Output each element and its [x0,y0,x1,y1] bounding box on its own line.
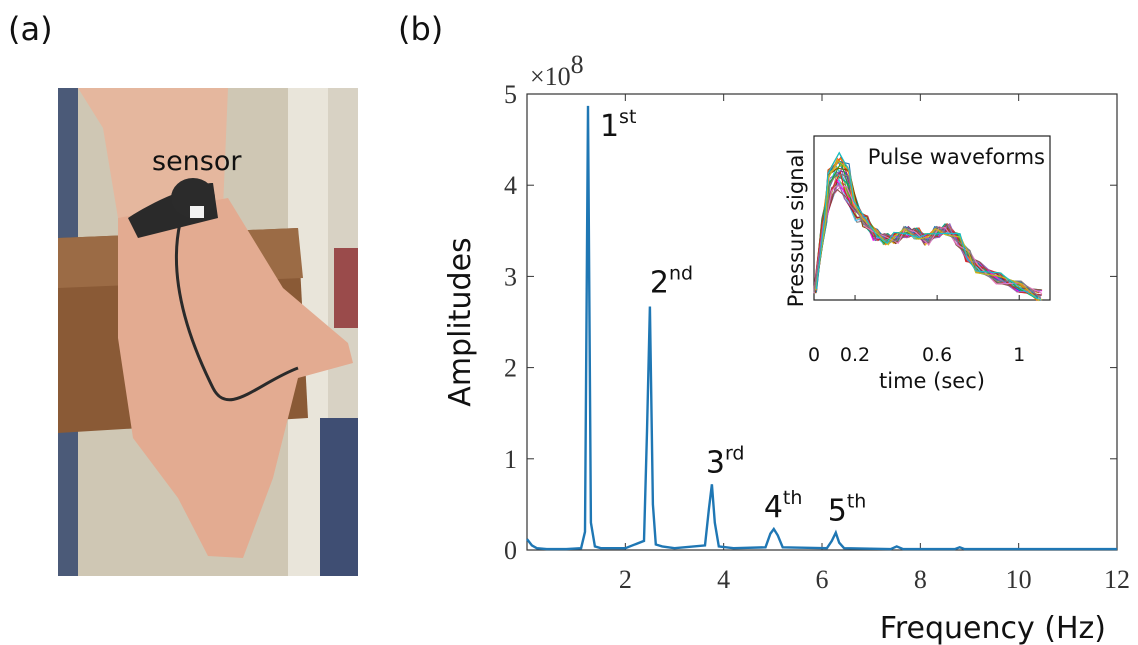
y-tick-label: 4 [504,171,517,200]
inset-x-tick-label: 0.6 [922,344,952,366]
x-tick-label: 10 [1006,565,1032,594]
x-tick-label: 4 [717,565,730,594]
x-tick-label: 2 [619,565,632,594]
peak-ordinal-suffix: rd [725,442,745,464]
x-tick-label: 12 [1104,565,1130,594]
inset-x-tick-label: 1 [1013,344,1025,366]
x-tick-label: 6 [816,565,829,594]
panel-label-a: (a) [8,10,53,48]
y-tick-label: 3 [504,262,517,291]
wrist-sensor-photo [58,88,358,576]
x-axis-label: Frequency (Hz) [880,611,1106,645]
y-tick-label: 2 [504,354,517,383]
peak-number: 2 [650,265,669,300]
peak-label: 1st [600,106,636,144]
panel-label-b: (b) [398,10,444,48]
inset-waveforms [813,151,1043,302]
peak-ordinal-suffix: th [783,487,803,509]
y-tick-label: 5 [504,80,517,109]
pulse-waveform-line [813,173,1042,299]
peak-label: 3rd [706,442,745,480]
peak-ordinal-suffix: st [619,106,636,128]
y-axis-label: Amplitudes [443,237,478,406]
y-tick-label: 1 [504,445,517,474]
wrist-photo-illustration [58,88,358,576]
x-tick-label: 8 [914,565,927,594]
inset-x-tick-label: 0.2 [840,344,870,366]
y-axis-ticks: 0 1 2 3 4 5 [504,80,1117,565]
spectrum-series-line [526,105,1117,551]
y-multiplier: ×108 [530,50,584,91]
inset-plot-area [813,135,1051,301]
y-tick-label: 0 [504,536,517,565]
pulse-waveform-line [815,151,1039,300]
peak-label: 4th [764,487,803,525]
pulse-waveform-line [814,161,1039,300]
peak-ordinal-suffix: th [847,491,867,513]
peak-number: 4 [764,490,783,525]
y-multiplier-exponent: 8 [571,50,584,79]
inset-title: Pulse waveforms [868,145,1045,169]
peak-number: 1 [600,109,619,144]
sensor-annotation: sensor [152,146,242,177]
peak-ordinal-suffix: nd [669,262,693,284]
peak-number: 3 [706,445,725,480]
peak-label: 2nd [650,262,693,300]
inset-x-ticks: 0 0.2 0.6 1 [808,295,1025,366]
inset-x-axis-label: time (sec) [879,369,985,393]
inset-y-axis-label: Pressure signal [784,149,808,307]
y-multiplier-base: ×10 [530,62,571,91]
pulse-waveform-line [813,170,1040,296]
peak-number: 5 [828,494,847,529]
pulse-waveform-line [815,159,1040,302]
inset-x-tick-label: 0 [808,344,820,366]
peak-label: 5th [828,491,867,529]
